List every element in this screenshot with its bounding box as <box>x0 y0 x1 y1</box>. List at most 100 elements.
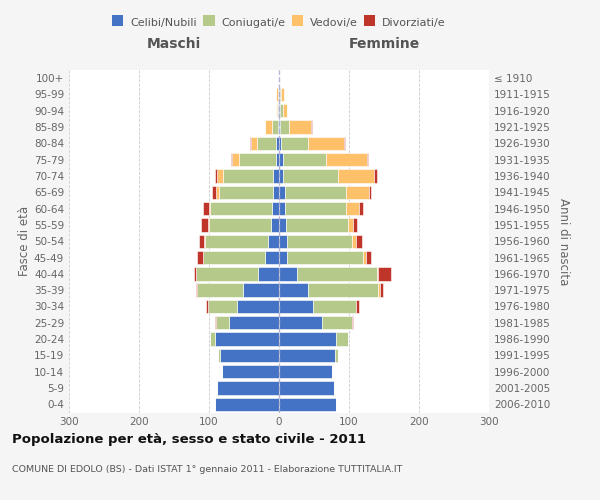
Bar <box>250 136 251 150</box>
Bar <box>344 136 345 150</box>
Bar <box>203 251 265 264</box>
Bar <box>346 202 359 215</box>
Bar <box>200 218 208 232</box>
Bar <box>257 136 276 150</box>
Bar <box>199 234 204 248</box>
Bar <box>283 153 326 166</box>
Bar <box>203 202 209 215</box>
Bar <box>356 300 359 313</box>
Bar <box>284 202 346 215</box>
Bar <box>215 316 216 330</box>
Bar <box>265 120 272 134</box>
Bar <box>322 316 352 330</box>
Bar <box>278 104 279 118</box>
Bar <box>239 153 275 166</box>
Bar <box>274 186 279 199</box>
Bar <box>278 88 279 101</box>
Bar <box>347 218 353 232</box>
Bar <box>197 251 203 264</box>
Bar <box>356 234 362 248</box>
Bar <box>206 300 208 313</box>
Bar <box>346 186 368 199</box>
Bar <box>311 120 312 134</box>
Bar <box>283 104 287 118</box>
Bar <box>208 218 209 232</box>
Bar <box>286 218 347 232</box>
Text: Popolazione per età, sesso e stato civile - 2011: Popolazione per età, sesso e stato civil… <box>12 432 366 446</box>
Bar <box>279 170 283 182</box>
Bar <box>194 267 196 280</box>
Bar <box>377 267 379 280</box>
Bar <box>367 153 368 166</box>
Bar <box>216 316 229 330</box>
Bar <box>218 348 220 362</box>
Bar <box>283 170 338 182</box>
Bar <box>274 170 279 182</box>
Legend: Celibi/Nubili, Coniugati/e, Vedovi/e, Divorziati/e: Celibi/Nubili, Coniugati/e, Vedovi/e, Di… <box>108 14 450 33</box>
Bar <box>211 332 215 346</box>
Bar <box>229 316 279 330</box>
Bar <box>279 88 280 101</box>
Bar <box>280 104 283 118</box>
Bar <box>275 153 279 166</box>
Bar <box>279 316 322 330</box>
Bar <box>280 120 289 134</box>
Bar <box>279 234 287 248</box>
Bar <box>242 284 279 297</box>
Bar <box>276 136 279 150</box>
Bar <box>277 104 278 118</box>
Bar <box>335 348 338 362</box>
Bar <box>352 316 353 330</box>
Bar <box>281 136 308 150</box>
Bar <box>275 104 277 118</box>
Bar <box>279 382 334 394</box>
Bar <box>279 251 287 264</box>
Bar <box>278 120 279 134</box>
Bar <box>219 186 274 199</box>
Bar <box>313 300 356 313</box>
Bar <box>279 202 284 215</box>
Bar <box>284 186 346 199</box>
Bar <box>380 284 383 297</box>
Bar <box>279 332 337 346</box>
Bar <box>279 348 335 362</box>
Bar <box>251 136 257 150</box>
Bar <box>279 153 283 166</box>
Bar <box>223 170 274 182</box>
Bar <box>237 300 279 313</box>
Bar <box>215 398 279 411</box>
Bar <box>268 234 279 248</box>
Bar <box>208 300 237 313</box>
Text: Femmine: Femmine <box>349 37 419 51</box>
Bar <box>196 284 197 297</box>
Bar <box>258 267 279 280</box>
Y-axis label: Fasce di età: Fasce di età <box>18 206 31 276</box>
Bar <box>279 104 280 118</box>
Bar <box>272 202 279 215</box>
Bar <box>217 170 223 182</box>
Bar <box>379 284 380 297</box>
Bar <box>265 251 279 264</box>
Text: Maschi: Maschi <box>147 37 201 51</box>
Bar <box>374 170 377 182</box>
Bar <box>204 234 205 248</box>
Bar <box>296 267 377 280</box>
Bar <box>281 88 284 101</box>
Bar <box>279 300 313 313</box>
Bar <box>279 120 280 134</box>
Bar <box>279 267 296 280</box>
Bar <box>272 120 278 134</box>
Bar <box>287 234 352 248</box>
Bar <box>215 332 279 346</box>
Bar <box>368 186 371 199</box>
Bar <box>353 218 358 232</box>
Bar <box>217 382 279 394</box>
Bar <box>352 234 356 248</box>
Bar <box>279 136 281 150</box>
Bar <box>379 267 391 280</box>
Bar <box>220 348 279 362</box>
Bar <box>212 186 216 199</box>
Bar <box>280 88 281 101</box>
Bar <box>363 251 366 264</box>
Bar <box>366 251 371 264</box>
